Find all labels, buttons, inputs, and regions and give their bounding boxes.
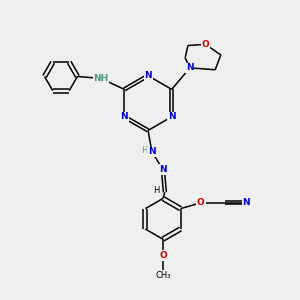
Text: O: O — [202, 40, 209, 49]
Text: N: N — [159, 165, 167, 174]
Text: N: N — [186, 63, 194, 72]
Text: N: N — [144, 71, 152, 80]
Text: N: N — [148, 148, 156, 157]
Text: N: N — [168, 112, 176, 121]
Text: N: N — [242, 198, 250, 207]
Text: O: O — [197, 198, 205, 207]
Text: H: H — [153, 186, 159, 195]
Text: H: H — [141, 146, 147, 154]
Text: NH: NH — [93, 74, 109, 83]
Text: O: O — [159, 251, 167, 260]
Text: CH₃: CH₃ — [155, 271, 171, 280]
Text: N: N — [121, 112, 128, 121]
